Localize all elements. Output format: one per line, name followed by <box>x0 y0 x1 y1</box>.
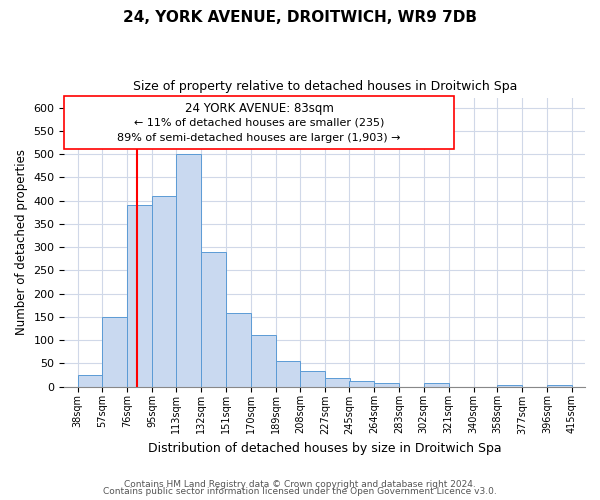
Y-axis label: Number of detached properties: Number of detached properties <box>15 150 28 336</box>
Bar <box>103 317 127 386</box>
Bar <box>251 336 275 386</box>
Bar <box>226 313 251 386</box>
Bar <box>152 196 177 386</box>
Bar <box>301 371 325 386</box>
Text: ← 11% of detached houses are smaller (235): ← 11% of detached houses are smaller (23… <box>134 118 385 128</box>
Text: 24 YORK AVENUE: 83sqm: 24 YORK AVENUE: 83sqm <box>185 102 334 115</box>
Bar <box>497 385 522 386</box>
Bar <box>424 383 449 386</box>
Text: Contains HM Land Registry data © Crown copyright and database right 2024.: Contains HM Land Registry data © Crown c… <box>124 480 476 489</box>
Bar <box>349 381 374 386</box>
Bar <box>176 154 201 386</box>
Bar <box>325 378 350 386</box>
Bar <box>201 252 226 386</box>
Bar <box>374 383 399 386</box>
Bar <box>275 361 301 386</box>
Text: Contains public sector information licensed under the Open Government Licence v3: Contains public sector information licen… <box>103 488 497 496</box>
Bar <box>547 385 572 386</box>
X-axis label: Distribution of detached houses by size in Droitwich Spa: Distribution of detached houses by size … <box>148 442 502 455</box>
Title: Size of property relative to detached houses in Droitwich Spa: Size of property relative to detached ho… <box>133 80 517 93</box>
Text: 24, YORK AVENUE, DROITWICH, WR9 7DB: 24, YORK AVENUE, DROITWICH, WR9 7DB <box>123 10 477 25</box>
Bar <box>64 96 454 150</box>
Bar <box>77 375 103 386</box>
Bar <box>127 205 152 386</box>
Text: 89% of semi-detached houses are larger (1,903) →: 89% of semi-detached houses are larger (… <box>118 132 401 142</box>
